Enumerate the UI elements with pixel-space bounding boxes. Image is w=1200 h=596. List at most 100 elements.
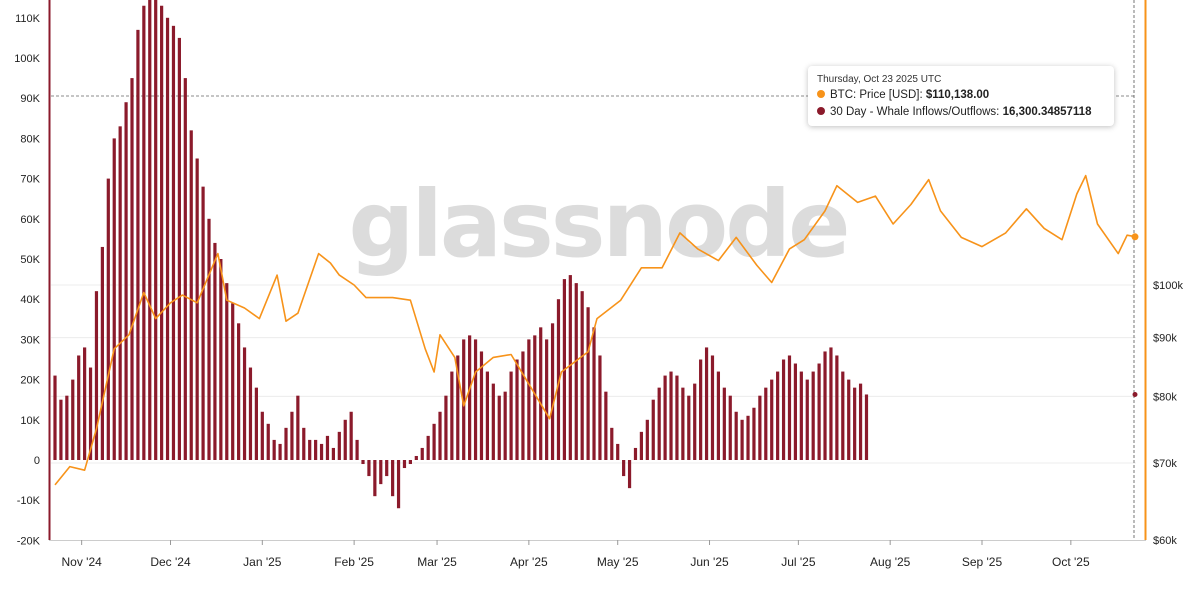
left-tick-label: 80K xyxy=(20,133,40,145)
right-axis-ticks: $100k $90k $80k $70k $60k xyxy=(1153,280,1183,547)
flow-bar xyxy=(124,102,128,460)
price-cursor-dot xyxy=(1131,233,1139,241)
flow-bar xyxy=(242,347,247,460)
flow-bar xyxy=(231,303,235,460)
flow-bar xyxy=(545,339,549,460)
left-tick-label: 30K xyxy=(20,334,40,346)
flow-bar xyxy=(829,347,833,460)
flow-bar xyxy=(225,283,229,460)
flow-bar xyxy=(284,427,288,460)
flow-bar xyxy=(639,431,644,460)
price-legend-dot xyxy=(817,90,825,98)
flow-bar xyxy=(142,5,146,461)
flow-bar xyxy=(485,371,489,460)
flow-bar xyxy=(426,435,430,460)
flow-bar xyxy=(308,439,312,460)
flow-bar xyxy=(746,415,750,460)
flow-bar xyxy=(396,460,401,509)
flow-bar xyxy=(521,351,525,460)
flow-bar xyxy=(432,423,436,460)
left-axis-ticks: 110K 100K 90K 80K 70K 60K 50K 40K 30K 20K 10K 0 -10K… xyxy=(14,13,40,548)
flow-bar xyxy=(171,25,176,461)
flow-bar xyxy=(254,387,258,460)
flow-bar xyxy=(219,259,223,460)
tooltip-date: Thursday, Oct 23 2025 UTC xyxy=(817,74,942,85)
flow-bar xyxy=(100,246,104,460)
flow-legend-dot xyxy=(817,107,825,115)
flow-bar xyxy=(556,299,561,460)
tooltip-flow-label: 30 Day - Whale Inflows/Outflows: xyxy=(830,106,1000,118)
flow-bar xyxy=(841,371,845,460)
flow-bar xyxy=(598,355,602,460)
flow-bar xyxy=(165,17,170,461)
flow-bar xyxy=(385,460,389,477)
flow-bar xyxy=(764,387,768,460)
flow-bar xyxy=(260,411,264,460)
flow-bar xyxy=(568,275,572,460)
flow-bar xyxy=(781,359,786,460)
flow-bar xyxy=(586,307,590,460)
flow-bar xyxy=(65,395,69,460)
x-axis-ticks: Nov '24 Dec '24 Jan '25 Feb '25 Mar '25 Apr '… xyxy=(61,540,1090,569)
flow-bar xyxy=(693,383,697,460)
axes xyxy=(48,0,1147,541)
flow-bar xyxy=(106,178,110,460)
flow-bar xyxy=(699,359,703,460)
flow-bar xyxy=(491,383,495,460)
left-tick-label: -20K xyxy=(17,535,41,547)
flow-bar xyxy=(805,379,809,460)
flow-bar xyxy=(88,367,93,460)
flow-bar xyxy=(302,427,306,460)
left-tick-label: 70K xyxy=(20,174,40,186)
flow-bar xyxy=(373,460,377,497)
flow-bar xyxy=(509,371,513,460)
flow-bar xyxy=(53,375,57,460)
flow-bar xyxy=(331,447,335,460)
flow-bar xyxy=(539,327,543,460)
flow-bar xyxy=(817,363,821,460)
flow-bar xyxy=(414,455,418,460)
flow-bar xyxy=(343,419,347,460)
flow-bar xyxy=(811,371,815,460)
right-tick-label: $60k xyxy=(1153,535,1177,547)
flow-bar xyxy=(444,395,448,460)
flow-bar xyxy=(154,0,158,461)
flow-bars xyxy=(53,0,869,509)
flow-bar xyxy=(473,339,478,460)
flow-bar xyxy=(847,379,851,460)
flow-bar xyxy=(189,130,193,461)
left-tick-label: 100K xyxy=(14,53,40,65)
flow-bar xyxy=(776,371,780,460)
left-tick-label: 50K xyxy=(20,254,40,266)
flow-bar xyxy=(710,355,715,460)
flow-bar xyxy=(740,419,744,460)
x-tick-label: Mar '25 xyxy=(417,555,457,569)
x-tick-label: Feb '25 xyxy=(334,555,374,569)
flow-bar xyxy=(177,37,181,461)
flow-bar xyxy=(237,323,241,460)
flow-bar xyxy=(604,391,608,460)
flow-bar xyxy=(853,387,857,460)
flow-bar xyxy=(497,395,501,460)
price-line-group xyxy=(54,174,1137,486)
flow-bar xyxy=(681,387,685,460)
flow-bar xyxy=(349,411,353,460)
flow-bar xyxy=(503,391,507,460)
flow-bar xyxy=(704,347,709,460)
flow-bar xyxy=(207,218,211,460)
flow-bar xyxy=(71,379,75,460)
left-tick-label: -10K xyxy=(17,495,41,507)
flow-bar xyxy=(835,355,839,460)
flow-bar xyxy=(663,375,667,460)
flow-bar xyxy=(130,78,134,460)
flow-bar xyxy=(420,447,424,460)
flow-bar xyxy=(183,78,187,460)
flow-bar xyxy=(468,335,472,460)
flow-bar xyxy=(272,439,276,460)
flow-bar xyxy=(527,339,531,460)
flow-bar xyxy=(83,347,87,460)
flow-bar xyxy=(758,395,762,460)
flow-bar xyxy=(112,138,116,460)
x-tick-label: May '25 xyxy=(597,555,639,569)
flow-bar xyxy=(533,335,537,460)
